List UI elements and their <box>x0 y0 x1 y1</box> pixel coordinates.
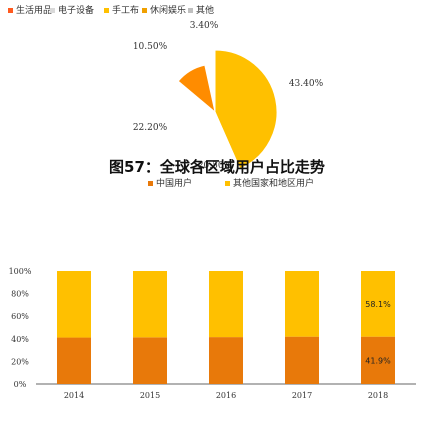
legend-label: 其他 <box>196 4 214 16</box>
bar-data-label: 58.1% <box>365 300 391 309</box>
y-tick-label: 0% <box>14 380 27 389</box>
y-tick-label: 40% <box>11 335 29 344</box>
pie-slice-label: 43.40% <box>289 79 324 89</box>
legend-marker <box>8 8 13 13</box>
bar-segment <box>133 337 167 384</box>
bar-chart: 41.9% 58.1% <box>57 271 395 384</box>
y-tick-label: 100% <box>9 267 32 276</box>
bar-x-axis: 2014 2015 2016 2017 2018 <box>64 391 388 400</box>
legend-marker <box>148 181 153 186</box>
pie-slice <box>177 64 216 114</box>
pie-slice-label: 3.40% <box>190 21 219 31</box>
x-tick-label: 2014 <box>64 391 84 400</box>
bar-segment <box>209 337 243 384</box>
legend-marker <box>188 8 193 13</box>
pie-slice-labels: 43.40% 20.50% 22.20% 10.50% 3.40% <box>133 21 324 171</box>
legend-label: 中国用户 <box>156 177 192 189</box>
pie-slice-label: 10.50% <box>133 42 168 52</box>
pie-chart <box>172 49 278 170</box>
legend-label: 生活用品 <box>16 4 52 16</box>
bar-chart-title: 图57：全球各区域用户占比走势 <box>109 158 325 176</box>
legend-label: 其他国家和地区用户 <box>233 177 314 189</box>
pie-slice <box>214 49 278 170</box>
legend-marker <box>142 8 147 13</box>
pie-slice-label: 20.50% <box>198 161 233 171</box>
legend-marker <box>104 8 109 13</box>
y-tick-label: 20% <box>11 357 29 366</box>
bar-segment <box>361 271 395 337</box>
legend-label: 休闲娱乐 <box>150 4 186 16</box>
x-tick-label: 2015 <box>140 391 160 400</box>
pie-slice-label: 22.20% <box>133 123 168 133</box>
y-tick-label: 80% <box>11 290 29 299</box>
bar-segment <box>57 337 91 384</box>
bar-segment <box>361 336 395 384</box>
y-tick-label: 60% <box>11 312 29 321</box>
legend-label: 电子设备 <box>58 4 94 16</box>
bar-segment <box>209 271 243 338</box>
x-tick-label: 2017 <box>292 391 312 400</box>
bar-segment <box>57 271 91 338</box>
x-tick-label: 2016 <box>216 391 236 400</box>
bar-segment <box>133 271 167 338</box>
x-tick-label: 2018 <box>368 391 388 400</box>
legend-marker <box>50 8 55 13</box>
bar-legend: 中国用户 其他国家和地区用户 <box>148 177 314 189</box>
pie-legend: 生活用品 电子设备 手工布 休闲娱乐 其他 <box>8 4 214 16</box>
bar-segment <box>285 271 319 337</box>
legend-marker <box>225 181 230 186</box>
bar-segment <box>285 336 319 384</box>
legend-label: 手工布 <box>112 4 139 16</box>
bar-data-label: 41.9% <box>365 356 391 365</box>
pie-slice <box>172 111 238 168</box>
